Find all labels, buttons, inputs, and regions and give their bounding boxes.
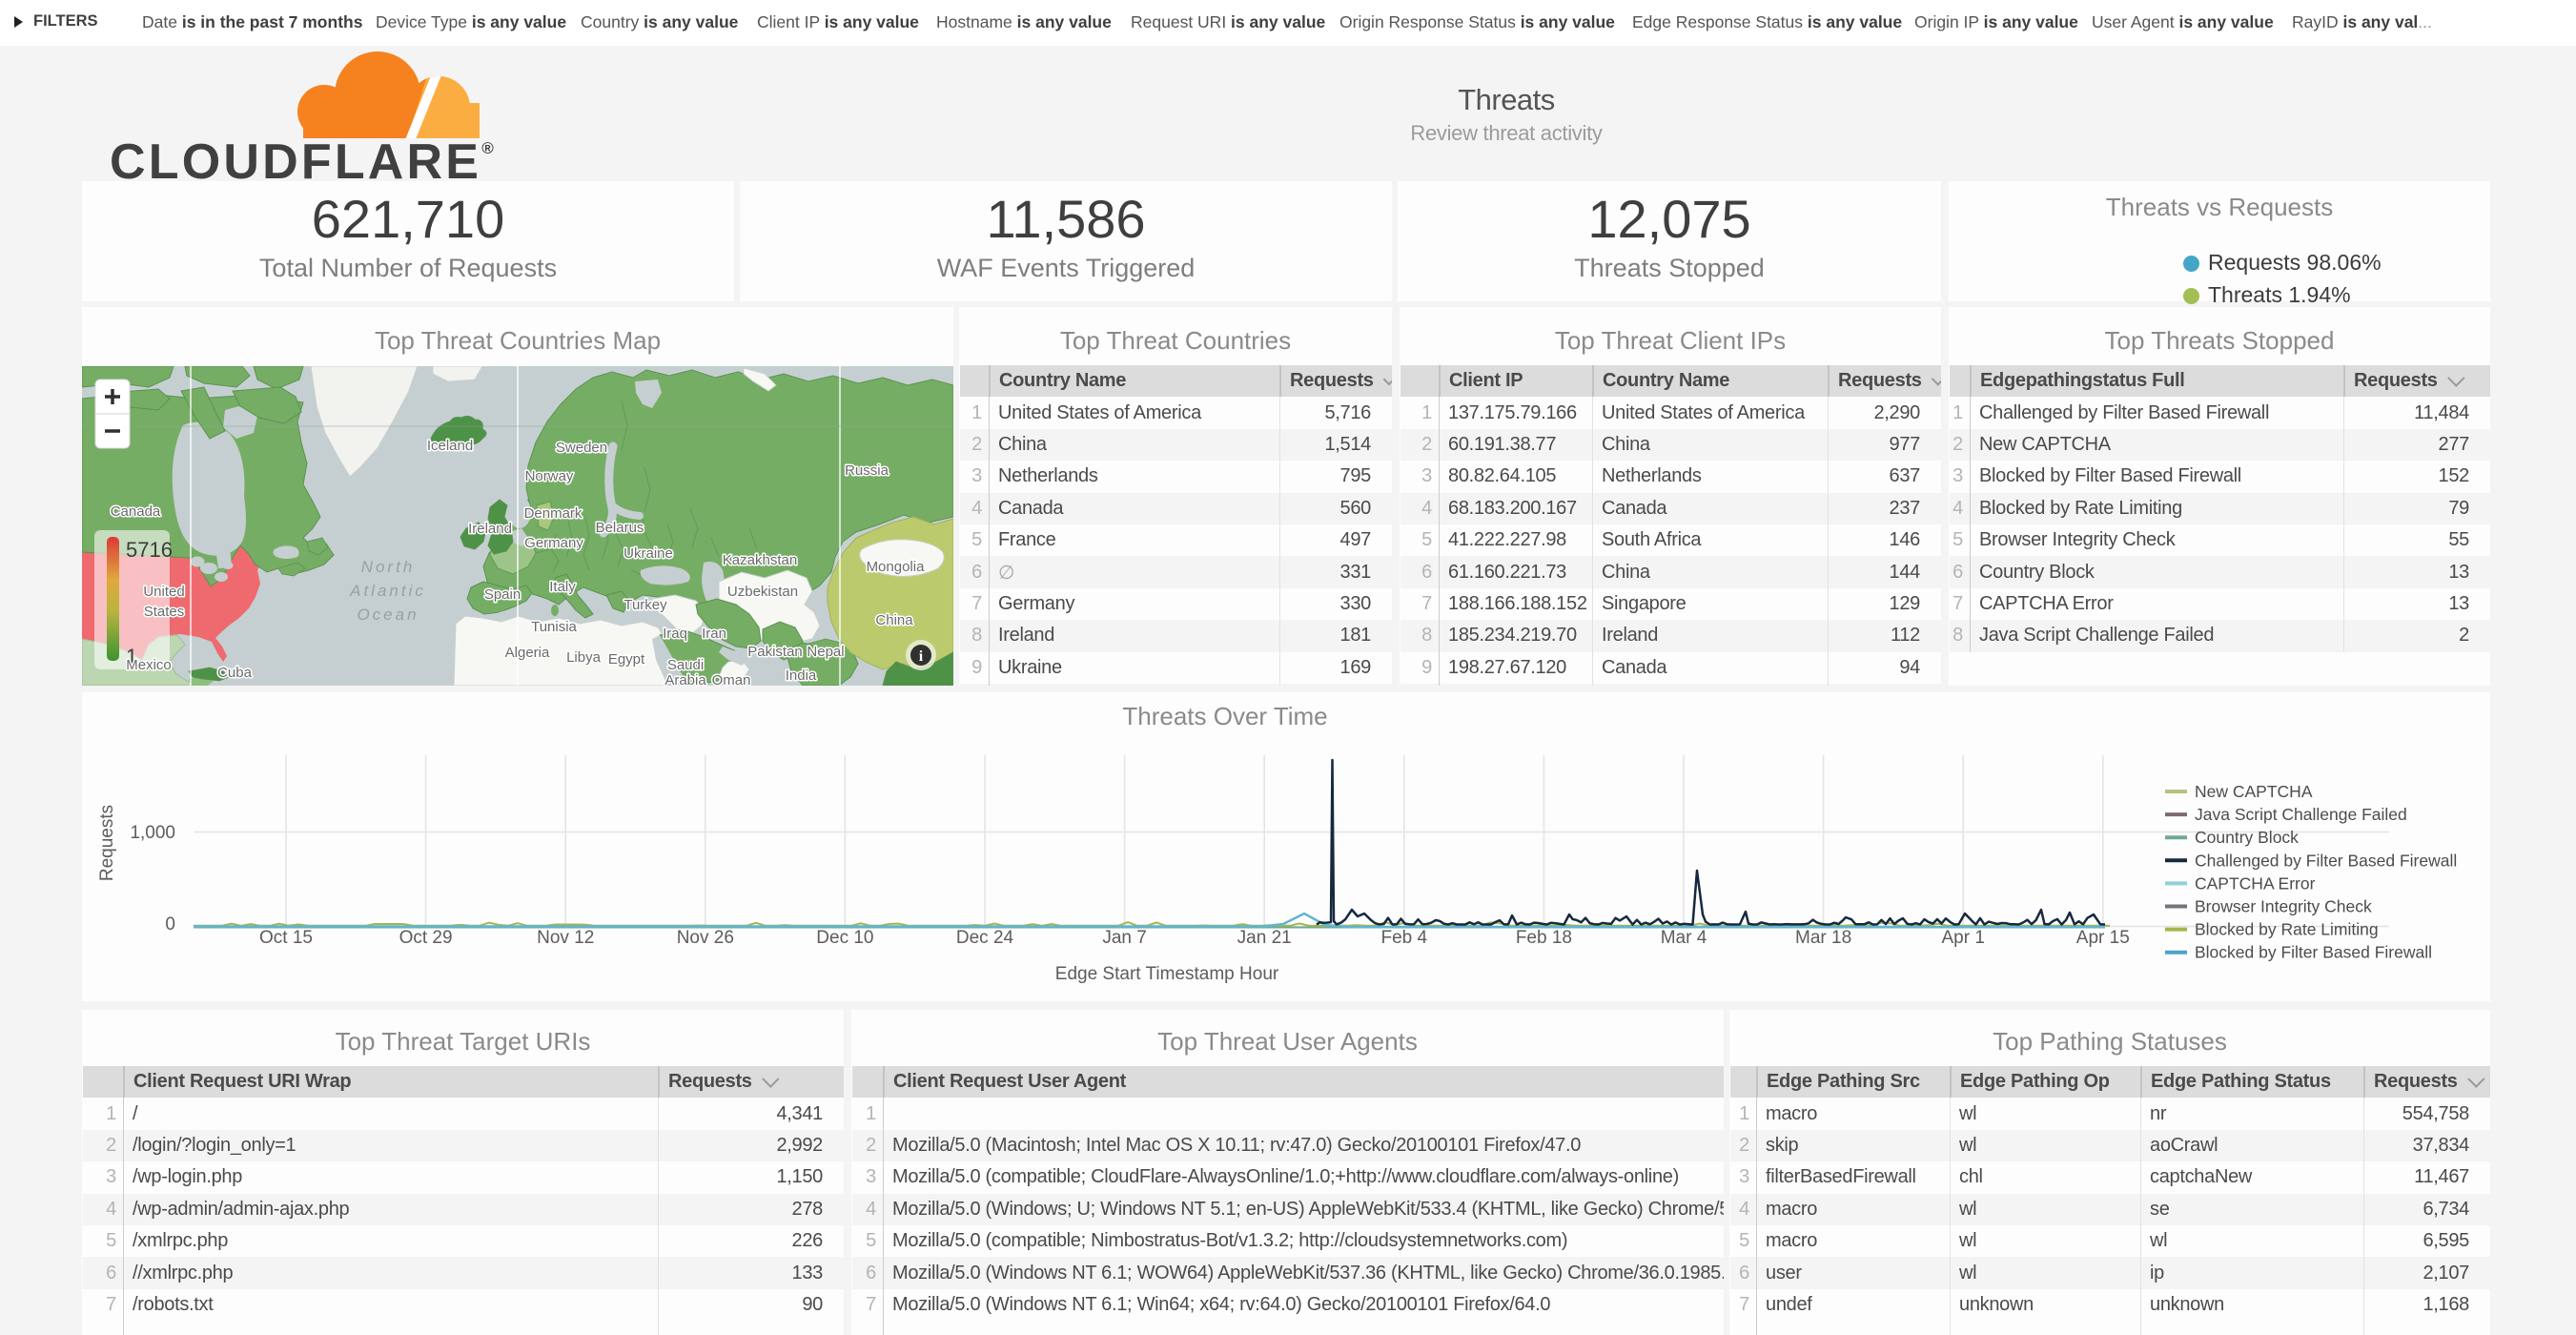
- svg-text:North: North: [361, 558, 416, 576]
- svg-text:Nepal: Nepal: [807, 644, 844, 660]
- svg-text:Blocked by Filter Based Firewa: Blocked by Filter Based Firewall: [2195, 943, 2432, 962]
- svg-text:Italy: Italy: [549, 579, 576, 595]
- svg-text:Oct 15: Oct 15: [259, 928, 313, 948]
- svg-text:Spain: Spain: [484, 586, 521, 603]
- svg-text:China: China: [875, 612, 913, 628]
- svg-text:Oct 29: Oct 29: [399, 928, 453, 948]
- svg-text:Belarus: Belarus: [596, 520, 644, 536]
- svg-text:1: 1: [126, 645, 137, 668]
- svg-text:CAPTCHA Error: CAPTCHA Error: [2195, 873, 2316, 893]
- svg-text:Pakistan: Pakistan: [747, 644, 803, 660]
- svg-text:Apr 1: Apr 1: [1941, 928, 1984, 948]
- svg-text:Norway: Norway: [525, 468, 574, 484]
- svg-text:1,000: 1,000: [130, 823, 175, 843]
- svg-text:Apr 15: Apr 15: [2076, 928, 2130, 948]
- svg-text:Edge Start Timestamp Hour: Edge Start Timestamp Hour: [1055, 964, 1279, 984]
- svg-text:5716: 5716: [126, 538, 173, 562]
- svg-text:Denmark: Denmark: [524, 505, 583, 522]
- svg-text:Atlantic: Atlantic: [349, 582, 426, 600]
- svg-text:Turkey: Turkey: [624, 597, 667, 613]
- svg-text:Blocked by Rate Limiting: Blocked by Rate Limiting: [2195, 920, 2379, 939]
- svg-text:Country Block: Country Block: [2195, 828, 2299, 847]
- svg-text:Jan 7: Jan 7: [1102, 928, 1146, 948]
- svg-text:i: i: [919, 648, 924, 665]
- svg-text:Mexico: Mexico: [126, 657, 172, 673]
- svg-text:Cuba: Cuba: [217, 665, 253, 681]
- svg-text:Dec 10: Dec 10: [816, 928, 873, 948]
- svg-text:Oman: Oman: [712, 672, 751, 686]
- svg-text:Java Script Challenge Failed: Java Script Challenge Failed: [2195, 805, 2407, 824]
- svg-text:Ireland: Ireland: [468, 521, 512, 537]
- svg-text:Germany: Germany: [524, 535, 583, 551]
- svg-text:Canada: Canada: [111, 503, 161, 520]
- svg-text:Iraq: Iraq: [663, 626, 687, 642]
- svg-text:Requests: Requests: [97, 805, 117, 881]
- svg-text:Feb 4: Feb 4: [1381, 928, 1428, 948]
- svg-text:Uzbekistan: Uzbekistan: [727, 584, 798, 600]
- svg-text:States: States: [144, 604, 185, 620]
- svg-text:Mongolia: Mongolia: [867, 559, 926, 575]
- svg-text:New CAPTCHA: New CAPTCHA: [2195, 782, 2313, 801]
- svg-text:Threats Over Time: Threats Over Time: [1122, 702, 1327, 730]
- svg-text:Mar 4: Mar 4: [1661, 928, 1707, 948]
- svg-text:Ocean: Ocean: [357, 606, 419, 624]
- svg-text:Browser Integrity Check: Browser Integrity Check: [2195, 897, 2372, 916]
- svg-text:Iran: Iran: [702, 626, 726, 642]
- svg-text:0: 0: [165, 914, 175, 934]
- svg-text:Nov 26: Nov 26: [677, 928, 734, 948]
- svg-text:Tunisia: Tunisia: [531, 619, 577, 635]
- svg-text:Nov 12: Nov 12: [537, 928, 594, 948]
- svg-text:Algeria: Algeria: [505, 645, 550, 661]
- svg-text:Kazakhstan: Kazakhstan: [723, 552, 797, 568]
- svg-text:Russia: Russia: [845, 462, 889, 479]
- svg-text:Egypt: Egypt: [608, 651, 645, 668]
- svg-text:Sweden: Sweden: [556, 440, 607, 456]
- svg-text:Iceland: Iceland: [427, 438, 473, 454]
- svg-text:Mar 18: Mar 18: [1795, 928, 1851, 948]
- svg-text:Dec 24: Dec 24: [956, 928, 1014, 948]
- svg-text:Ukraine: Ukraine: [624, 545, 673, 562]
- svg-text:United: United: [143, 584, 184, 600]
- svg-text:Libya: Libya: [566, 649, 602, 666]
- svg-text:India: India: [786, 668, 817, 684]
- svg-text:Challenged by Filter Based Fir: Challenged by Filter Based Firewall: [2195, 851, 2457, 870]
- svg-text:Feb 18: Feb 18: [1516, 928, 1572, 948]
- svg-text:Arabia: Arabia: [664, 672, 706, 686]
- svg-text:Saudi: Saudi: [667, 657, 704, 673]
- svg-text:Jan 21: Jan 21: [1237, 928, 1292, 948]
